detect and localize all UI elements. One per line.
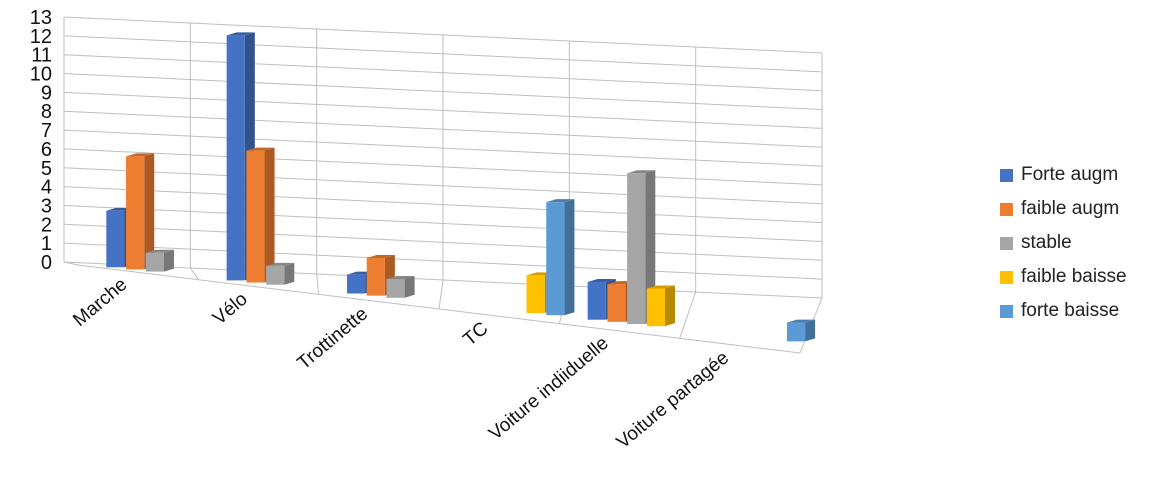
x-tick-label: Voiture partagée <box>613 347 733 453</box>
bar-top <box>546 199 575 203</box>
legend-label: faible baisse <box>1021 266 1127 287</box>
bar-4-3 <box>646 285 676 327</box>
x-tick-label: Trottinette <box>294 303 372 374</box>
legend-item: Forte augm <box>1000 158 1150 192</box>
y-tick-label: 2 <box>41 214 52 236</box>
bar-side <box>665 285 676 327</box>
bar-side <box>805 319 816 342</box>
bar-top <box>226 32 255 36</box>
legend-swatch <box>1000 270 1013 284</box>
y-tick-label: 11 <box>31 45 52 67</box>
bar-side <box>264 147 275 283</box>
bar-0-2 <box>145 249 174 272</box>
chart-legend: Forte augm faible augm stable faible baisse… <box>1000 158 1150 328</box>
bar-top <box>627 170 656 174</box>
bar-front <box>366 257 385 296</box>
bar-top <box>386 275 415 279</box>
bar-top <box>366 254 395 258</box>
x-tick-label: Vélo <box>209 289 252 330</box>
bar-front <box>126 156 145 270</box>
bar-0-1 <box>126 153 155 270</box>
y-tick-label: 10 <box>30 64 52 86</box>
bar-top <box>587 279 616 283</box>
y-tick-label: 5 <box>41 158 52 180</box>
bar-side <box>564 199 575 316</box>
floor-front-edge <box>77 264 801 354</box>
y-tick-label: 12 <box>30 26 52 48</box>
bar-front <box>546 202 565 316</box>
legend-item: faible baisse <box>1000 260 1150 294</box>
bar-front <box>786 322 806 342</box>
bar-front <box>526 275 545 314</box>
floor-divider <box>189 267 199 280</box>
bar-1-1 <box>246 147 275 283</box>
bar-front <box>587 282 606 320</box>
bar-top <box>126 153 155 157</box>
floor-divider <box>679 291 697 339</box>
bar-3-4 <box>546 199 575 316</box>
bar-front <box>145 252 164 272</box>
bar-front <box>627 173 646 325</box>
y-tick-label: 0 <box>41 252 52 274</box>
bar-1-2 <box>266 262 295 285</box>
bar-side <box>404 275 415 298</box>
legend-swatch <box>1000 304 1013 318</box>
bar-5-4 <box>786 319 816 342</box>
chart-bars <box>106 32 816 342</box>
y-tick-label: 13 <box>30 7 52 29</box>
bar-side <box>144 153 155 270</box>
bar-top <box>145 249 174 253</box>
legend-label: Forte augm <box>1021 164 1119 185</box>
bar-front <box>646 288 666 327</box>
legend-label: faible augm <box>1021 198 1120 219</box>
legend-item: forte baisse <box>1000 294 1150 328</box>
bar-front <box>346 274 366 294</box>
x-tick-label: Voiture indiiduelle <box>485 333 613 445</box>
legend-swatch <box>1000 236 1013 250</box>
legend-swatch <box>1000 202 1013 216</box>
legend-label: stable <box>1021 232 1072 253</box>
y-tick-label: 8 <box>41 101 52 123</box>
bar-front <box>386 278 405 298</box>
legend-item: stable <box>1000 226 1150 260</box>
y-tick-label: 3 <box>41 195 52 217</box>
bar-side <box>284 262 295 285</box>
bar-front <box>106 210 125 268</box>
bar-4-2 <box>627 170 656 325</box>
floor-divider <box>63 261 79 266</box>
y-tick-label: 4 <box>41 177 52 199</box>
bar-front <box>607 284 626 322</box>
bar-side <box>645 170 656 325</box>
bar-front <box>246 150 265 283</box>
bar-top <box>246 147 275 151</box>
y-tick-label: 1 <box>41 233 52 255</box>
bar-top <box>646 285 676 289</box>
legend-label: forte baisse <box>1021 300 1120 321</box>
x-tick-label: Marche <box>69 274 131 331</box>
y-tick-label: 7 <box>41 120 52 142</box>
bar-front <box>226 35 245 281</box>
bar-2-2 <box>386 275 415 298</box>
floor-divider <box>316 273 320 295</box>
floor-divider <box>438 279 444 310</box>
y-tick-label: 6 <box>41 139 52 161</box>
x-tick-label: TC <box>459 318 492 350</box>
legend-item: faible augm <box>1000 192 1150 226</box>
bar-top <box>786 319 816 323</box>
bar-top <box>266 262 295 266</box>
bar-front <box>266 265 285 285</box>
bar-side <box>163 249 174 272</box>
chart-gridlines <box>63 16 823 354</box>
legend-swatch <box>1000 168 1013 182</box>
y-tick-label: 9 <box>41 82 52 104</box>
